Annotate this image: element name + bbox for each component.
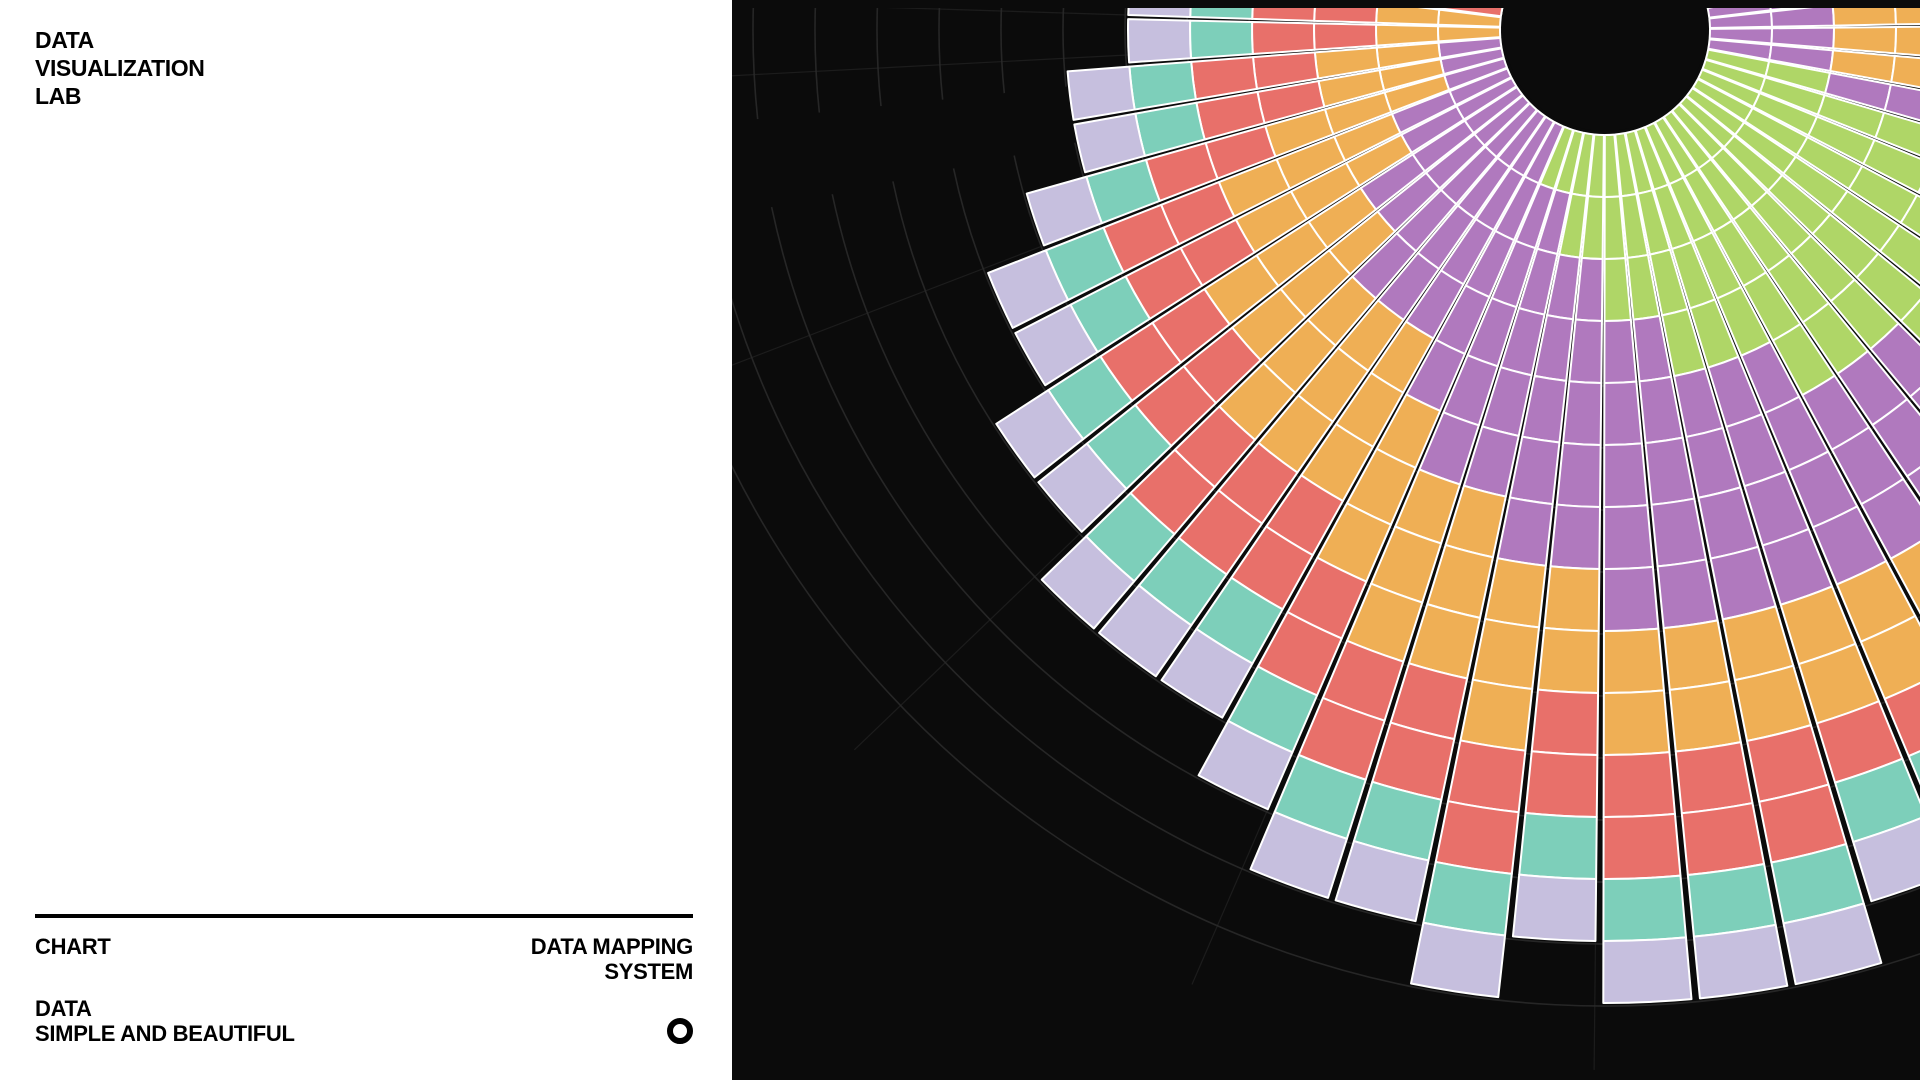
chart-segment[interactable] [1899,194,1920,256]
chart-segment[interactable] [1014,303,1099,387]
chart-panel [732,0,1920,1080]
chart-segment[interactable] [1098,584,1193,678]
chart-segment[interactable] [1874,111,1920,161]
chart-segment[interactable] [1334,840,1430,923]
chart-segment[interactable] [1127,18,1192,64]
chart-segment[interactable] [1883,83,1920,128]
chart-segment[interactable] [1518,811,1598,880]
chart-segment[interactable] [995,389,1085,479]
chart-segment[interactable] [1602,689,1671,756]
chart-segment[interactable] [1040,535,1136,630]
chart-segment[interactable] [1073,112,1146,174]
chart-segment[interactable] [1602,874,1687,942]
chart-segment[interactable] [1496,496,1554,567]
chart-segment[interactable] [1909,367,1920,444]
footer-tagline-row: DATA SIMPLE AND BEAUTIFUL [35,996,693,1046]
chart-segment[interactable] [1410,921,1507,999]
chart-segment[interactable] [1602,627,1665,694]
chart-segment[interactable] [1674,741,1754,815]
chart-segment[interactable] [1602,565,1660,632]
page-title: DATA VISUALIZATION LAB [35,27,205,109]
chart-segment[interactable] [1680,802,1766,876]
chart-segment[interactable] [987,249,1070,329]
chart-segment[interactable] [1602,751,1676,818]
chart-segment[interactable] [1644,436,1696,506]
chart-segment[interactable] [1037,442,1128,533]
chart-segment[interactable] [1650,497,1707,568]
chart-segment[interactable] [1860,477,1920,560]
chart-segment[interactable] [1603,318,1638,384]
chart-segment[interactable] [1447,739,1527,814]
chart-bars [987,0,1920,1005]
chart-top-mask [732,0,1920,8]
chart-segment[interactable] [1066,65,1136,121]
circle-outline-icon [667,1018,693,1044]
chart-segment[interactable] [1197,719,1294,811]
chart-label: CHART [35,934,111,959]
chart-segment[interactable] [1662,619,1731,691]
tagline: DATA SIMPLE AND BEAUTIFUL [35,996,295,1046]
chart-segment[interactable] [1128,60,1197,111]
chart-segment[interactable] [1375,23,1440,47]
chart-segment[interactable] [1859,614,1920,700]
chart-segment[interactable] [1511,873,1598,942]
chart-segment[interactable] [1900,293,1920,364]
chart-segment[interactable] [1883,671,1920,758]
chart-segment[interactable] [1189,19,1254,60]
chart-segment[interactable] [1692,923,1789,1000]
chart-segment[interactable] [1160,627,1254,719]
chart-center-hub [1504,0,1706,131]
chart-segment[interactable] [1562,380,1603,446]
chart-segment[interactable] [1602,936,1693,1005]
chart-system-name: DATA MAPPING SYSTEM [530,934,694,984]
chart-segment[interactable] [1434,800,1520,875]
chart-segment[interactable] [1524,750,1599,818]
chart-segment[interactable] [1555,441,1602,508]
chart-segment[interactable] [1543,565,1601,632]
chart-segment[interactable] [1907,726,1920,814]
chart-segment[interactable] [1871,398,1920,478]
chart-segment[interactable] [1869,322,1920,398]
chart-segment[interactable] [1249,811,1348,899]
chart-segment[interactable] [1782,902,1883,986]
chart-segment[interactable] [1862,138,1920,194]
chart-segment[interactable] [1668,680,1742,753]
chart-segment[interactable] [1894,25,1920,58]
chart-segment[interactable] [1471,617,1541,690]
chart-segment[interactable] [1890,54,1920,93]
footer-meta-row: CHART DATA MAPPING SYSTEM [35,934,693,984]
chart-segment[interactable] [1879,224,1920,290]
chart-segment[interactable] [1603,504,1654,570]
chart-segment[interactable] [1603,442,1649,508]
left-text-column: DATA VISUALIZATION LAB CHART DATA MAPPIN… [0,0,732,1080]
chart-segment[interactable] [1530,688,1600,756]
chart-segment[interactable] [1484,557,1547,629]
chart-segment[interactable] [1459,678,1534,752]
chart-segment[interactable] [1686,862,1777,938]
chart-segment[interactable] [1832,25,1897,55]
chart-segment[interactable] [1549,503,1602,570]
chart-segment[interactable] [1313,22,1378,51]
chart-segment[interactable] [1251,20,1316,56]
footer-divider [35,914,693,918]
chart-segment[interactable] [1603,380,1643,446]
chart-segment[interactable] [1025,175,1103,247]
chart-segment[interactable] [1537,626,1600,694]
chart-segment[interactable] [1906,447,1920,528]
chart-segment[interactable] [1603,257,1632,323]
chart-segment[interactable] [1568,318,1603,384]
chart-segment[interactable] [1602,812,1682,880]
chart-segment[interactable] [1656,558,1719,630]
radial-stacked-bar-chart[interactable] [732,0,1920,1080]
chart-segment[interactable] [1889,531,1920,615]
